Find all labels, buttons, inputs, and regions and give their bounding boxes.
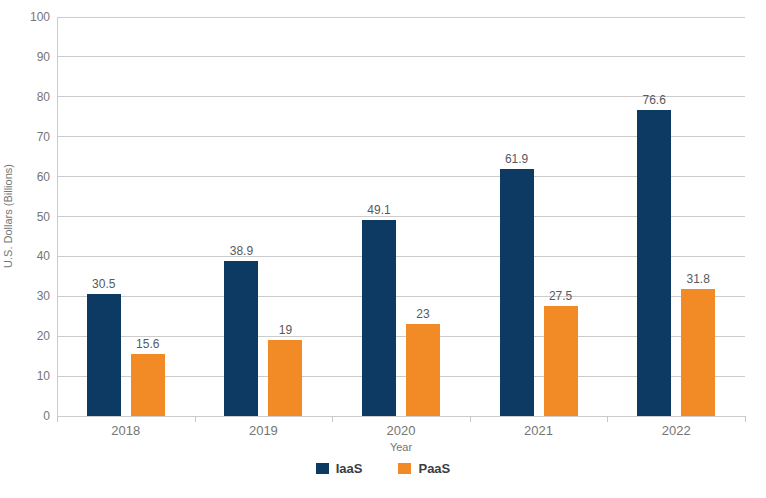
- bar-value-label: 76.6: [612, 93, 696, 107]
- paas-bar-2018[interactable]: 15.6: [131, 354, 165, 416]
- legend-item-iaas[interactable]: IaaS: [316, 461, 363, 476]
- iaas-bar-2018[interactable]: 30.5: [87, 294, 121, 416]
- bar-value-label: 31.8: [656, 272, 740, 286]
- x-axis-title: Year: [57, 441, 745, 453]
- y-tick-label: 40: [0, 249, 50, 263]
- bar-value-label: 38.9: [199, 244, 283, 258]
- paas-bar-2019[interactable]: 19: [268, 340, 302, 416]
- x-category-label-2019: 2019: [195, 423, 333, 438]
- bar-group-2019: 38.919: [195, 17, 333, 416]
- x-category-label-2018: 2018: [57, 423, 195, 438]
- bar-value-label: 30.5: [62, 277, 146, 291]
- paas-bar-2020[interactable]: 23: [406, 324, 440, 416]
- x-axis-tick: [195, 416, 196, 422]
- y-tick-label: 60: [0, 170, 50, 184]
- bar-value-label: 23: [381, 307, 465, 321]
- bar-value-label: 19: [243, 323, 327, 337]
- y-tick-label: 90: [0, 50, 50, 64]
- plot-area: 30.515.638.91949.12361.927.576.631.8: [57, 17, 745, 416]
- y-tick-label: 30: [0, 289, 50, 303]
- bar-value-label: 27.5: [519, 289, 603, 303]
- bar-value-label: 49.1: [337, 203, 421, 217]
- legend-swatch-icon: [398, 463, 411, 474]
- y-tick-label: 80: [0, 90, 50, 104]
- y-tick-label: 50: [0, 210, 50, 224]
- bar-group-2022: 76.631.8: [607, 17, 745, 416]
- legend-label: PaaS: [418, 461, 450, 476]
- x-axis-tick: [332, 416, 333, 422]
- legend: IaaS PaaS: [0, 461, 766, 476]
- y-tick-label: 0: [0, 409, 50, 423]
- iaas-bar-2022[interactable]: 76.6: [637, 110, 671, 416]
- grouped-bar-chart: U.S. Dollars (Billions) 30.515.638.91949…: [0, 0, 766, 498]
- iaas-bar-2019[interactable]: 38.9: [224, 261, 258, 416]
- x-axis-labels: 20182019202020212022: [57, 423, 745, 438]
- y-tick-label: 10: [0, 369, 50, 383]
- x-axis-tick: [57, 416, 58, 422]
- bar-value-label: 15.6: [106, 337, 190, 351]
- bar-group-2020: 49.1 23: [332, 17, 470, 416]
- paas-bar-2021[interactable]: 27.5: [544, 306, 578, 416]
- x-category-label-2020: 2020: [332, 423, 470, 438]
- x-axis-tick: [607, 416, 608, 422]
- paas-bar-2022[interactable]: 31.8: [681, 289, 715, 416]
- x-axis-tick: [745, 416, 746, 422]
- legend-swatch-icon: [316, 463, 329, 474]
- legend-item-paas[interactable]: PaaS: [398, 461, 450, 476]
- bar-value-label: 61.9: [475, 152, 559, 166]
- bar-group-2021: 61.9 27.5: [470, 17, 608, 416]
- y-tick-label: 100: [0, 10, 50, 24]
- x-category-label-2022: 2022: [607, 423, 745, 438]
- bar-group-2018: 30.515.6: [57, 17, 195, 416]
- x-axis-tick: [470, 416, 471, 422]
- y-tick-label: 20: [0, 329, 50, 343]
- y-tick-label: 70: [0, 130, 50, 144]
- legend-label: IaaS: [336, 461, 363, 476]
- x-category-label-2021: 2021: [470, 423, 608, 438]
